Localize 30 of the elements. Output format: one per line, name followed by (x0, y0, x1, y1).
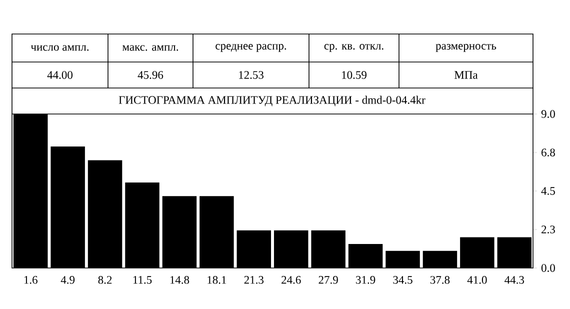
x-tick-label: 14.8 (170, 276, 190, 284)
x-tick-label: 27.9 (318, 276, 338, 284)
x-tick-label: 18.1 (208, 276, 226, 284)
x-tick-label: 8.2 (98, 276, 112, 284)
text: число ампл. (30, 45, 89, 51)
y-tick-label: 0.0 (541, 264, 555, 272)
y-tick-label: 2.3 (542, 226, 555, 234)
text: 12.53 (239, 71, 264, 79)
x-tick-label: 37.8 (430, 276, 450, 284)
x-tick-label: 44.3 (504, 276, 524, 284)
text: среднее распр. (216, 44, 286, 52)
x-tick-label: 31.9 (356, 276, 376, 284)
y-tick-label: 4.5 (541, 187, 555, 195)
x-tick-label: 21.3 (244, 276, 264, 284)
text: 45.96 (138, 71, 164, 79)
x-tick-label: 1.6 (24, 276, 38, 284)
x-tick-label: 41.0 (467, 276, 487, 284)
text: размерность (436, 44, 496, 52)
x-tick-label: 34.5 (393, 276, 412, 284)
text: ср. кв. откл. (324, 44, 384, 52)
text: МПа (454, 71, 478, 79)
y-tick-label: 6.8 (542, 148, 555, 156)
x-tick-label: 4.9 (60, 276, 75, 284)
text: 10.59 (342, 71, 366, 79)
text: 44.00 (47, 71, 72, 79)
chart-title: ГИСТОГРАММА АМПЛИТУД РЕАЛИЗАЦИИ - dmd-0-04.4kr (118, 96, 426, 106)
y-tick-label: 9.0 (541, 110, 555, 118)
x-tick-label: 11.5 (133, 276, 152, 284)
text: макс. ампл. (122, 45, 178, 51)
x-tick-label: 24.6 (282, 276, 301, 284)
